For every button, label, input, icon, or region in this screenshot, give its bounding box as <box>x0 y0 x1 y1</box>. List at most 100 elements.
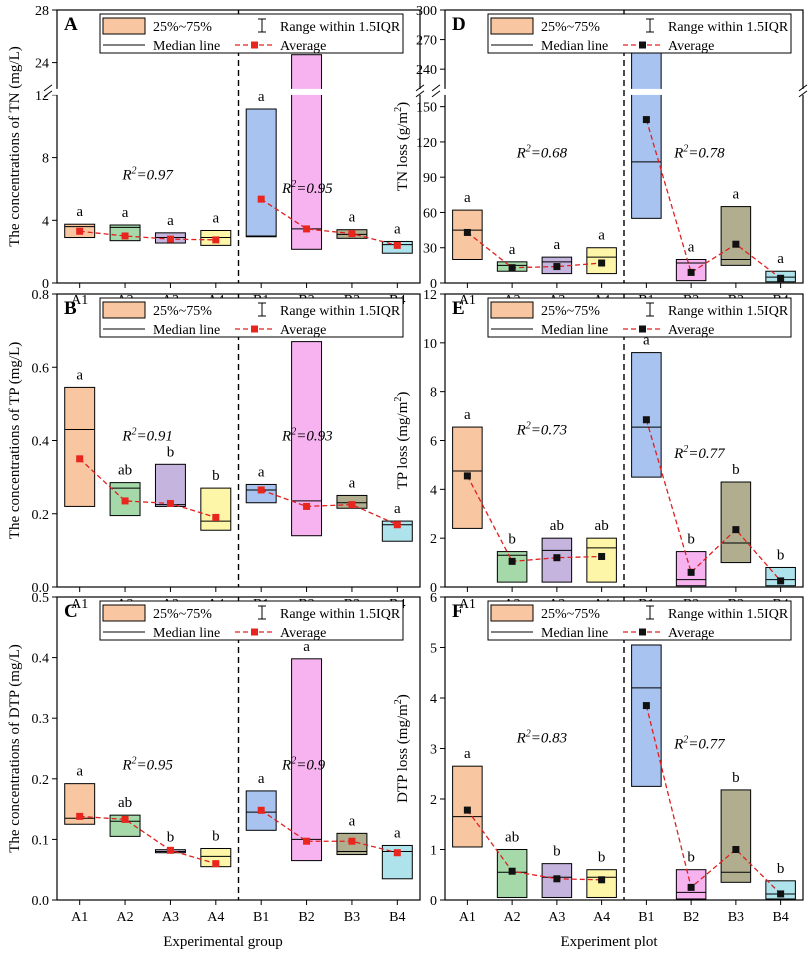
average-marker-B1 <box>257 806 265 814</box>
x-tick-label: B3 <box>344 910 360 925</box>
box-B1 <box>245 108 277 238</box>
significance-letter: b <box>777 861 785 877</box>
average-marker-A2 <box>508 264 516 272</box>
box-A2 <box>496 551 528 583</box>
average-marker-B2 <box>687 268 695 276</box>
y-tick-label: 300 <box>416 4 437 19</box>
legend-average-label: Average <box>280 39 326 54</box>
significance-letter: b <box>553 844 561 860</box>
legend-whisker-label: Range within 1.5IQR <box>280 304 401 319</box>
legend-median-label: Median line <box>153 626 220 641</box>
legend: 25%~75% Range within 1.5IQR Median line Ave… <box>99 297 404 338</box>
legend-box-label: 25%~75% <box>541 20 600 35</box>
significance-letter: a <box>554 237 561 253</box>
significance-letter: b <box>212 468 220 484</box>
panel-letter: D <box>452 14 466 35</box>
average-marker-B3 <box>732 526 740 534</box>
panel-letter: B <box>64 298 77 319</box>
y-tick-label: 0.2 <box>32 773 50 788</box>
x-tick-label: A1 <box>459 597 476 612</box>
y-tick-label: 5 <box>430 642 437 657</box>
significance-letter: b <box>777 547 785 563</box>
y-tick-label: 10 <box>423 337 437 352</box>
significance-letter: a <box>394 221 401 237</box>
y-tick-label: 8 <box>42 152 49 167</box>
average-marker-A4 <box>598 876 606 884</box>
axis-break-mark <box>43 84 53 92</box>
r-squared-label: R2=0.95 <box>121 756 173 774</box>
box-B2 <box>291 54 323 250</box>
x-tick-label: A4 <box>207 910 224 925</box>
significance-letter: a <box>464 190 471 206</box>
significance-letter: b <box>598 850 606 866</box>
x-tick-label: A4 <box>593 910 610 925</box>
legend-box-label: 25%~75% <box>541 304 600 319</box>
significance-letter: ab <box>550 518 564 534</box>
average-marker-B4 <box>777 890 785 898</box>
y-tick-label: 0 <box>42 277 49 292</box>
r-squared-label: R2=0.68 <box>516 143 568 161</box>
panel-letter: A <box>64 14 78 35</box>
average-trend-line <box>466 809 602 881</box>
box-B1 <box>631 352 662 478</box>
significance-letter: a <box>394 825 401 841</box>
x-tick-label: B2 <box>298 910 314 925</box>
average-trend-line <box>79 230 216 241</box>
panel-B: 0.00.20.40.60.8A1A2A3A4B1B2B3B4aabbbaaaa… <box>7 288 421 612</box>
legend-box-swatch <box>102 17 146 35</box>
legend-average-label: Average <box>668 323 714 338</box>
average-marker-B1 <box>642 116 650 124</box>
significance-letter: ab <box>118 795 132 811</box>
average-marker-B2 <box>303 502 311 510</box>
x-axis-title-right: Experiment plot <box>560 934 658 950</box>
significance-letter: b <box>687 850 695 866</box>
box-A4 <box>586 537 617 583</box>
x-tick-label: A3 <box>162 910 179 925</box>
significance-letter: ab <box>505 830 519 846</box>
legend-whisker-label: Range within 1.5IQR <box>280 20 401 35</box>
average-trend-line <box>79 458 217 519</box>
panel-letter: E <box>452 298 465 319</box>
y-tick-label: 3 <box>430 743 437 758</box>
average-marker-B2 <box>303 225 311 233</box>
average-marker-A4 <box>212 236 220 244</box>
box-B4 <box>765 880 796 900</box>
x-tick-label: A1 <box>71 597 88 612</box>
y-tick-label: 0.4 <box>32 435 50 450</box>
average-marker-B3 <box>348 837 356 845</box>
average-marker-A3 <box>553 875 561 883</box>
legend-median-label: Median line <box>153 323 220 338</box>
average-marker-A3 <box>166 499 174 507</box>
average-marker-A1 <box>76 455 84 463</box>
y-tick-label: 0.4 <box>32 652 50 667</box>
box-B2 <box>675 551 707 587</box>
average-marker-A1 <box>76 812 84 820</box>
axis-break-gap <box>43 88 63 95</box>
legend-average-marker <box>639 41 646 49</box>
y-tick-label: 0.0 <box>32 581 50 596</box>
legend-box-label: 25%~75% <box>153 20 212 35</box>
legend-box-swatch <box>490 301 534 319</box>
average-marker-A2 <box>121 815 129 823</box>
r-squared-label: R2=0.78 <box>673 143 725 161</box>
significance-letter: a <box>733 187 740 203</box>
axis-break-gap <box>414 88 426 95</box>
y-tick-label: 0.0 <box>32 894 50 909</box>
y-tick-label: 4 <box>430 483 437 498</box>
average-marker-A4 <box>212 860 220 868</box>
significance-letter: a <box>464 746 471 762</box>
x-tick-label: A1 <box>459 293 476 308</box>
box-B4 <box>765 566 796 587</box>
y-tick-label: 4 <box>430 692 437 707</box>
box-A1 <box>64 386 96 507</box>
panel-F: 0123456A1A2A3A4B1B2B3B4aabbbabbbR2=0.83R… <box>393 591 804 925</box>
y-tick-label: 24 <box>35 57 49 72</box>
y-tick-label: 30 <box>423 242 437 257</box>
x-tick-label: B4 <box>772 910 788 925</box>
axis-break-mark <box>43 90 53 98</box>
y-tick-label: 0 <box>430 894 437 909</box>
legend-average-label: Average <box>668 39 714 54</box>
legend-whisker-label: Range within 1.5IQR <box>280 607 401 622</box>
y-axis-title: TN loss (g/m2) <box>393 102 411 191</box>
significance-letter: a <box>349 475 356 491</box>
